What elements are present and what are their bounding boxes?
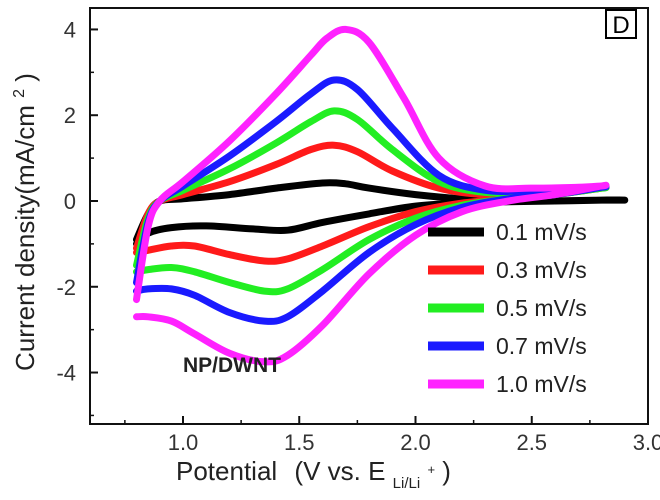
y-axis-title: Current density(mA/cm 2 ) bbox=[0, 73, 40, 371]
y-tick-label: 4 bbox=[64, 17, 76, 42]
x-axis-ticks: 1.0 1.5 2.0 2.5 3.0 bbox=[124, 416, 660, 455]
y-tick-label: -4 bbox=[56, 361, 76, 386]
x-tick-label: 3.0 bbox=[633, 430, 660, 455]
panel-label-box: D bbox=[605, 9, 637, 39]
cv-curve-series-5 bbox=[133, 25, 610, 366]
legend-label: 0.5 mV/s bbox=[496, 295, 587, 321]
legend-label: 0.1 mV/s bbox=[496, 219, 587, 245]
y-tick-label: 0 bbox=[64, 189, 76, 214]
panel-label: D bbox=[612, 12, 629, 39]
y-axis-ticks: -4 -2 0 2 4 bbox=[56, 17, 98, 417]
plot-frame bbox=[89, 7, 649, 425]
legend-label: 1.0 mV/s bbox=[496, 371, 587, 397]
cv-curve-series-1 bbox=[133, 179, 629, 248]
legend-label: 0.3 mV/s bbox=[496, 257, 587, 283]
x-tick-label: 2.0 bbox=[400, 430, 431, 455]
x-tick-label: 1.5 bbox=[284, 430, 315, 455]
y-tick-label: -2 bbox=[56, 275, 76, 300]
y-tick-label: 2 bbox=[64, 103, 76, 128]
x-axis-title: Potential (V vs. E Li/Li + ) bbox=[176, 450, 451, 494]
x-tick-label: 2.5 bbox=[516, 430, 547, 455]
cv-curves bbox=[133, 25, 629, 366]
legend-label: 0.7 mV/s bbox=[496, 333, 587, 359]
legend: 0.1 mV/s 0.3 mV/s 0.5 mV/s 0.7 mV/s 1.0 mV/s bbox=[428, 219, 587, 397]
x-tick-label: 1.0 bbox=[168, 430, 199, 455]
sample-annotation: NP/DWNT bbox=[183, 354, 281, 377]
